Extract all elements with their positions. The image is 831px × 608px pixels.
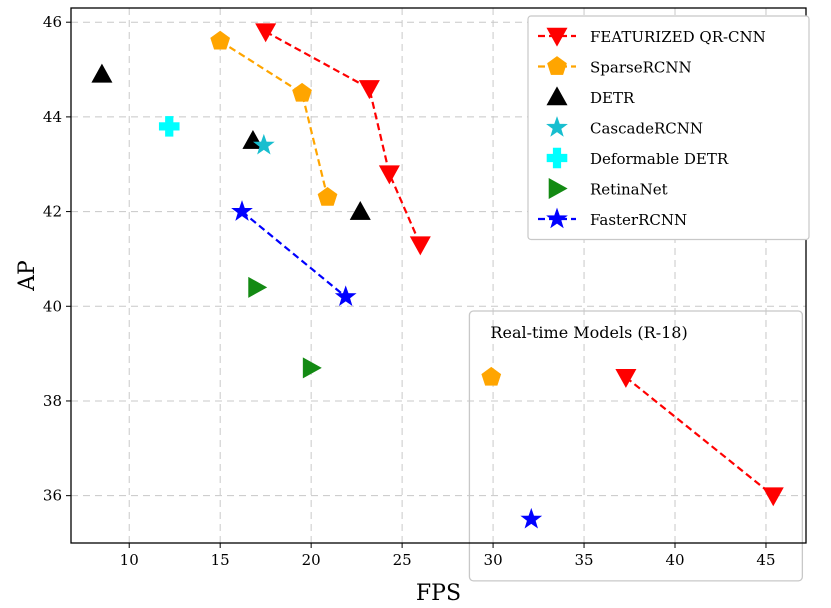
y-axis-ticks: 36 38 40 42 44 46 [43,13,71,505]
y-tick-label: 40 [43,297,62,315]
data-point [158,116,180,137]
data-point [762,487,784,507]
x-tick-label: 45 [756,551,775,569]
x-tick-label: 40 [665,551,684,569]
legend-label: SparseRCNN [590,59,692,77]
legend-marker [548,177,568,200]
legend-marker [546,207,568,229]
x-tick-label: 25 [393,551,412,569]
y-tick-label: 44 [43,108,62,126]
inset-frame [468,310,804,582]
x-tick-label: 15 [211,551,230,569]
legend-marker [546,116,568,137]
data-point [255,23,277,43]
x-axis-ticks: 10 15 20 25 30 35 40 45 [120,543,776,569]
x-tick-label: 30 [484,551,503,569]
data-points [91,23,784,529]
legend-frame [527,15,810,241]
data-point [210,30,231,50]
data-point [378,165,400,185]
data-point [409,236,431,256]
legend-label: DETR [590,89,635,107]
y-tick-label: 38 [43,392,62,410]
data-point [334,285,357,307]
x-tick-label: 20 [302,551,321,569]
series-lines [219,30,774,497]
legend-label: RetinaNet [590,181,668,199]
legend: FEATURIZED QR-CNN SparseRCNN DETR CascadeRC… [527,15,810,241]
series-line-6 [241,210,347,298]
data-point [481,366,502,386]
data-point [231,200,253,221]
legend-marker [547,56,567,75]
x-tick-label: 10 [120,551,139,569]
data-point [91,63,113,83]
y-tick-label: 46 [43,13,62,31]
plot-frame [70,7,807,544]
series-line-0 [265,30,422,246]
legend-label: Deformable DETR [590,150,729,168]
data-point [252,133,275,155]
legend-marker [546,147,568,169]
x-tick-label: 35 [574,551,593,569]
inset-title: Real-time Models (R-18) [490,323,687,342]
data-point [520,507,543,529]
data-point [349,200,371,220]
data-point [358,80,380,100]
series-line-1 [219,40,329,198]
legend-label: CascadeRCNN [590,120,703,138]
legend-marker [546,27,568,47]
legend-label: FasterRCNN [590,211,687,229]
data-point [317,187,338,206]
series-line-7 [625,376,774,497]
data-point [248,276,268,298]
legend-marker [546,86,568,106]
y-tick-label: 42 [43,203,62,221]
inset-box: Real-time Models (R-18) [468,310,804,582]
y-axis-title: AP [15,260,40,292]
y-tick-label: 36 [43,487,62,505]
x-axis-title: FPS [416,581,461,606]
data-point [292,82,312,102]
legend-label: FEATURIZED QR-CNN [590,28,766,46]
data-point [302,357,322,379]
data-point [615,368,637,388]
